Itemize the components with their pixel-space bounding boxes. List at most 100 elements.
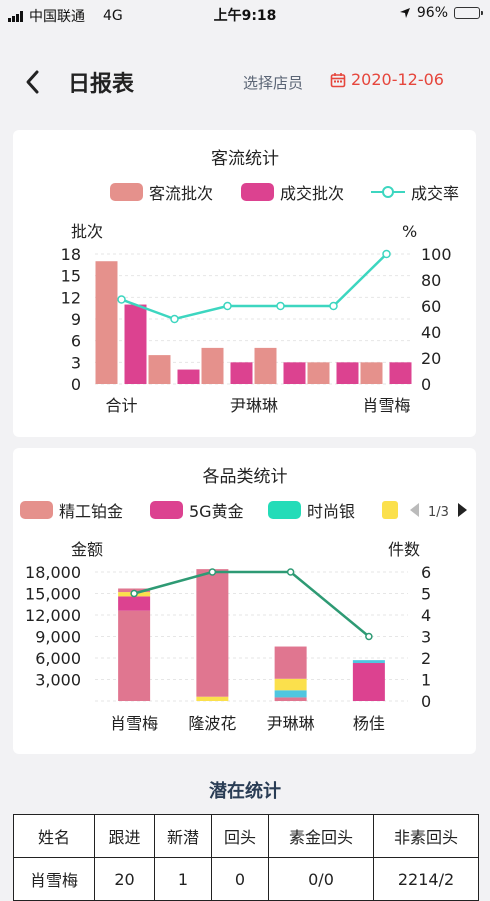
category-chart: 各品类统计 精工铂金 5G黄金 时尚银 1/3 金额 件数 3,000 6,000… (20, 467, 467, 733)
cell-new: 1 (154, 857, 212, 901)
tick-label: 5 (421, 585, 431, 604)
legend-swatch-traffic[interactable] (110, 183, 143, 201)
flow-chart-card: 客流统计 客流批次 成交批次 成交率 批次 % 0 3 6 9 12 15 18 0 20 40… (13, 130, 476, 437)
count-point (208, 568, 217, 576)
bar-deals (124, 304, 147, 384)
category-right-unit: 件数 (388, 540, 420, 559)
bar-traffic (95, 261, 118, 384)
tick-label: 1 (421, 671, 431, 690)
battery-percent: 96% (416, 5, 448, 21)
stack-segment (196, 696, 229, 701)
bar-traffic (360, 362, 383, 384)
legend-swatch-deals[interactable] (241, 183, 274, 201)
stack-segment (274, 697, 307, 701)
stack-segment (352, 663, 385, 701)
nav-header: 日报表 选择店员 2020-12-06 (0, 50, 490, 114)
legend-swatch-platinum[interactable] (20, 501, 53, 519)
col-header-return: 回头 (211, 814, 269, 858)
category-left-axis: 3,000 6,000 9,000 12,000 15,000 18,000 (25, 563, 81, 690)
rate-point (329, 301, 338, 311)
rate-point (117, 295, 126, 304)
rate-point (276, 301, 285, 311)
category-x-axis: 肖雪梅 隆波花 尹琳琳 杨佳 (110, 714, 385, 733)
bar-deals (389, 362, 412, 384)
stack-segment (352, 660, 385, 664)
x-tick-label: 肖雪梅 (362, 396, 410, 415)
flow-left-axis: 0 3 6 9 12 15 18 (61, 245, 81, 394)
flow-chart-title: 客流统计 (211, 149, 279, 169)
cell-followup: 20 (94, 857, 155, 901)
x-tick-label: 肖雪梅 (110, 714, 158, 733)
col-header-name: 姓名 (13, 814, 95, 858)
battery-icon (454, 7, 483, 19)
legend-prev-icon[interactable] (410, 503, 419, 517)
rate-point (170, 314, 179, 324)
col-header-followup: 跟进 (94, 814, 155, 858)
tick-label: 20 (421, 349, 441, 368)
cell-gold-return: 0/0 (268, 857, 374, 901)
tick-label: 0 (421, 692, 431, 711)
potential-section-title: 潜在统计 (209, 781, 281, 802)
bar-deals (283, 362, 306, 384)
x-tick-label: 合计 (105, 396, 137, 415)
legend-swatch-more[interactable] (382, 501, 398, 519)
tick-label: 3,000 (35, 671, 81, 690)
cell-name: 肖雪梅 (13, 857, 95, 901)
stack-segment (118, 610, 151, 701)
clock: 上午9:18 (213, 8, 277, 24)
category-right-axis: 0 1 2 3 4 5 6 (421, 563, 431, 711)
category-bars (118, 569, 385, 701)
stack-segment (196, 569, 229, 697)
legend-swatch-silver[interactable] (268, 501, 301, 519)
x-tick-label: 尹琳琳 (230, 396, 278, 415)
category-legend: 精工铂金 5G黄金 时尚银 1/3 (20, 501, 467, 521)
bar-traffic (307, 362, 330, 384)
stack-segment (118, 596, 151, 611)
legend-label-deals[interactable]: 成交批次 (280, 184, 344, 203)
legend-page: 1/3 (428, 505, 449, 520)
date-picker[interactable]: 2020-12-06 (330, 70, 444, 89)
calendar-icon (330, 72, 346, 87)
legend-label-traffic[interactable]: 客流批次 (149, 184, 213, 203)
tick-label: 6 (71, 332, 81, 351)
tick-label: 6 (421, 563, 431, 582)
network-type: 4G (103, 8, 123, 24)
legend-label-rate[interactable]: 成交率 (411, 184, 459, 203)
table-row[interactable]: 肖雪梅 20 1 0 0/0 2214/2 (13, 857, 479, 901)
count-point (130, 589, 138, 598)
potential-table: 姓名 跟进 新潜 回头 素金回头 非素回头 肖雪梅 20 1 0 0/0 221… (13, 814, 479, 901)
bar-deals (230, 362, 253, 384)
tick-label: 2 (421, 649, 431, 668)
flow-rate-line (117, 249, 391, 324)
flow-legend: 客流批次 成交批次 成交率 (110, 183, 459, 203)
legend-next-icon[interactable] (458, 503, 467, 517)
tick-label: 0 (421, 375, 431, 394)
count-point (286, 568, 295, 576)
tick-label: 60 (421, 297, 441, 316)
bar-traffic (148, 355, 171, 384)
tick-label: 3 (421, 628, 431, 647)
back-icon[interactable] (20, 64, 50, 100)
legend-label-gold[interactable]: 5G黄金 (189, 502, 244, 521)
tick-label: 40 (421, 323, 441, 342)
legend-label-platinum[interactable]: 精工铂金 (59, 502, 123, 521)
tick-label: 6,000 (35, 649, 81, 668)
location-icon (399, 8, 410, 18)
flow-bars (95, 261, 412, 384)
legend-label-silver[interactable]: 时尚银 (307, 502, 355, 521)
tick-label: 15,000 (25, 585, 81, 604)
legend-swatch-gold[interactable] (150, 501, 183, 519)
bar-traffic (201, 347, 224, 384)
cell-other-return: 2214/2 (373, 857, 479, 901)
legend-swatch-rate-dot (382, 186, 394, 198)
col-header-other-return: 非素回头 (373, 814, 479, 858)
flow-chart: 客流统计 客流批次 成交批次 成交率 批次 % 0 3 6 9 12 15 18 0 20 40… (61, 149, 459, 415)
tick-label: 4 (421, 606, 431, 625)
rate-point (223, 301, 232, 311)
stack-segment (274, 646, 307, 679)
tick-label: 15 (61, 267, 81, 286)
category-left-unit: 金额 (71, 540, 103, 559)
select-staff-button[interactable]: 选择店员 (243, 74, 304, 92)
tick-label: 80 (421, 271, 441, 290)
flow-left-unit: 批次 (71, 222, 103, 241)
